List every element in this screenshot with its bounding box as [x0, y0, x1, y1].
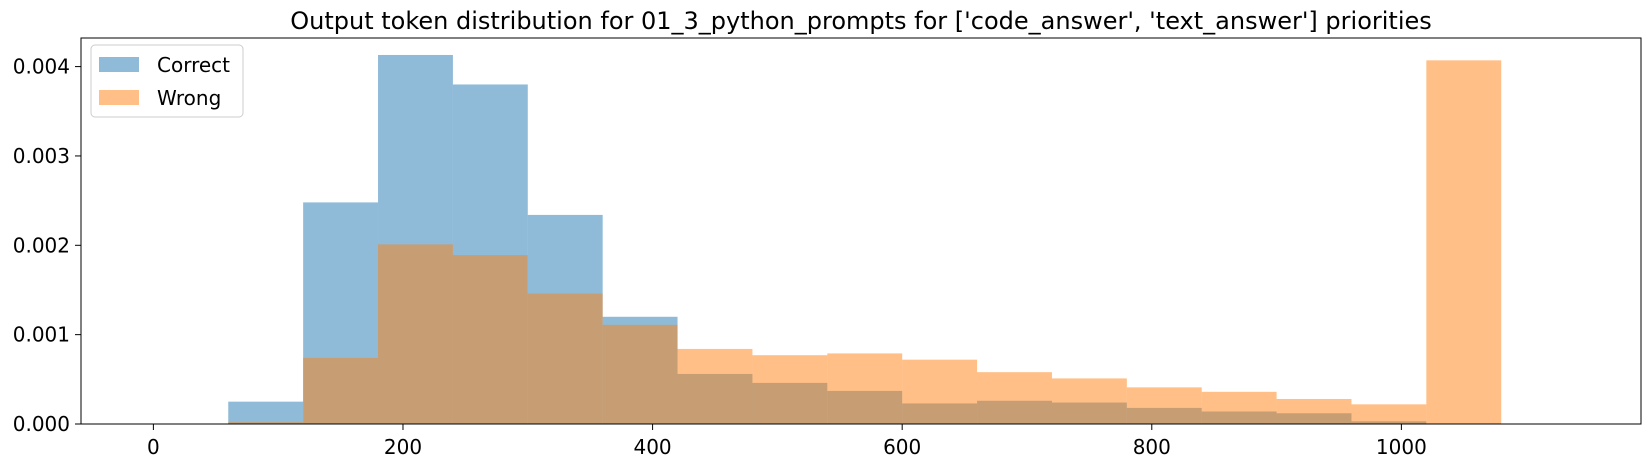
bar-wrong: [1426, 60, 1502, 425]
bar-wrong: [378, 244, 453, 424]
bar-wrong: [1351, 404, 1427, 424]
bar-wrong: [677, 348, 753, 424]
bar-wrong: [1126, 387, 1202, 424]
legend: Correct Wrong: [90, 44, 244, 118]
x-axis: 0 200 400 600 800 1000: [147, 424, 1427, 459]
legend-label-correct: Correct: [157, 53, 230, 77]
x-tick-label: 200: [384, 435, 422, 459]
legend-swatch-wrong: [99, 90, 139, 105]
bar-wrong: [977, 372, 1052, 424]
legend-label-wrong: Wrong: [157, 86, 221, 110]
bar-wrong: [902, 359, 978, 424]
bar-wrong: [1201, 391, 1277, 424]
plot-frame: [80, 37, 1642, 425]
x-tick-label: 600: [883, 435, 921, 459]
bars-layer: [228, 54, 1502, 425]
bar-wrong: [228, 422, 304, 424]
bar-wrong: [1276, 398, 1352, 424]
y-axis: 0.000 0.001 0.002 0.003 0.004: [13, 55, 81, 436]
bar-wrong: [752, 355, 828, 424]
bar-wrong: [527, 293, 603, 424]
chart-title: Output token distribution for 01_3_pytho…: [290, 7, 1432, 35]
bar-correct: [228, 401, 304, 424]
series-wrong: [228, 60, 1502, 425]
y-tick-label: 0.001: [13, 323, 70, 347]
y-tick-label: 0.000: [13, 412, 70, 436]
x-tick-label: 0: [147, 435, 160, 459]
y-tick-label: 0.003: [13, 144, 70, 168]
legend-swatch-correct: [99, 57, 139, 72]
bar-wrong: [602, 324, 678, 424]
x-tick-label: 800: [1133, 435, 1171, 459]
y-tick-label: 0.002: [13, 233, 70, 257]
x-tick-label: 400: [633, 435, 671, 459]
bar-wrong: [452, 255, 528, 424]
x-tick-label: 1000: [1376, 435, 1427, 459]
bar-wrong: [303, 357, 379, 424]
bar-wrong: [1051, 378, 1127, 424]
bar-wrong: [827, 353, 903, 424]
y-tick-label: 0.004: [13, 55, 70, 79]
